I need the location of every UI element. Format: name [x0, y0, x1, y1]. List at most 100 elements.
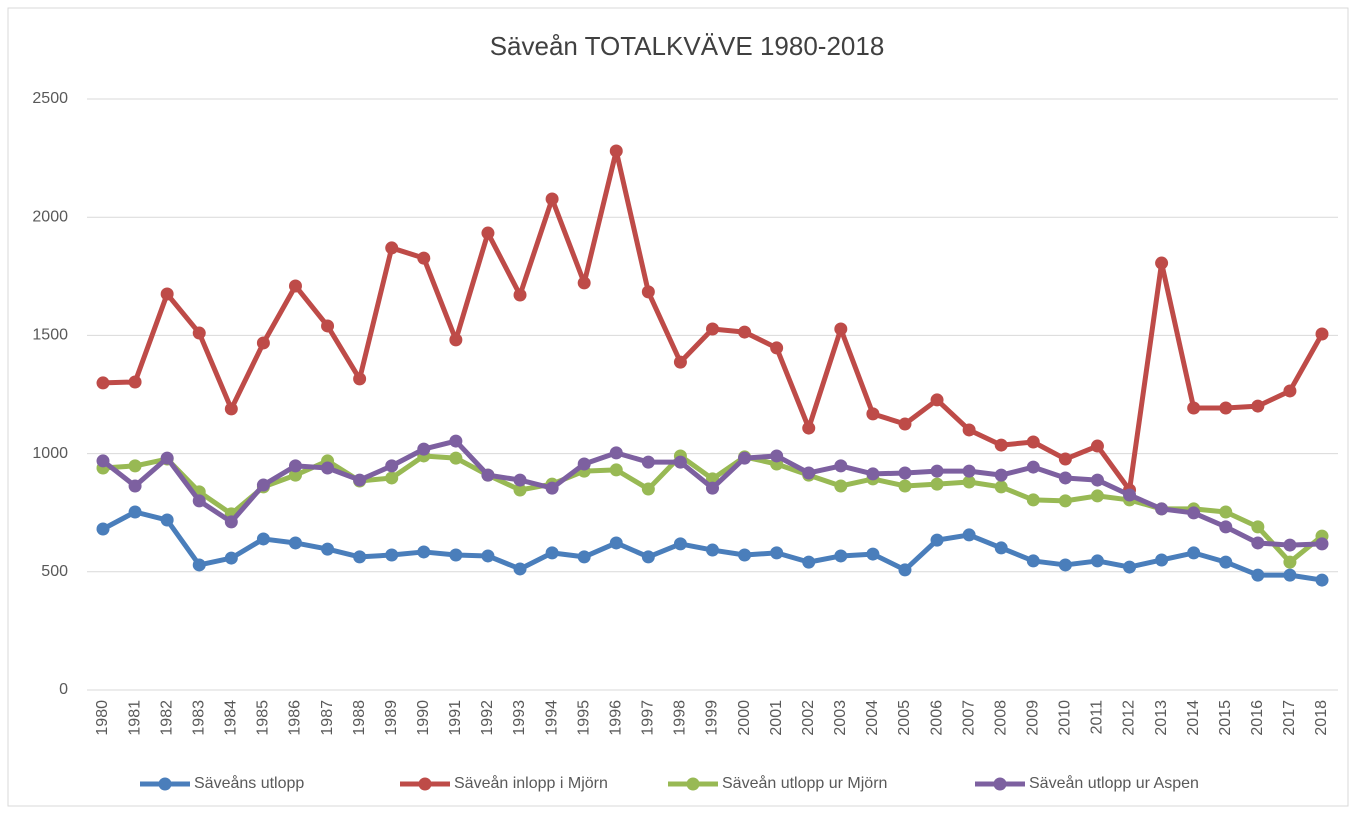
data-point	[930, 477, 944, 491]
x-tick-label: 1984	[223, 700, 240, 736]
data-point	[930, 533, 944, 547]
data-point	[962, 423, 976, 437]
x-tick-label: 2017	[1281, 700, 1298, 736]
legend-marker	[158, 777, 172, 791]
data-point	[706, 322, 719, 336]
data-point	[1283, 538, 1297, 552]
data-point	[834, 479, 848, 493]
data-point	[1058, 494, 1072, 508]
data-point	[288, 279, 302, 293]
data-point	[770, 449, 784, 463]
legend-label: Säveån utlopp ur Mjörn	[722, 774, 887, 792]
data-point	[1251, 568, 1265, 582]
data-point	[1090, 473, 1104, 487]
data-point	[738, 325, 752, 339]
data-point	[641, 285, 655, 299]
data-point	[1155, 256, 1169, 270]
x-tick-label: 2008	[992, 700, 1009, 736]
x-tick-label: 1998	[672, 700, 689, 736]
data-point	[673, 537, 687, 551]
data-point	[385, 459, 399, 473]
data-point	[449, 434, 463, 448]
data-point	[417, 251, 431, 265]
data-point	[449, 451, 463, 465]
data-point	[1187, 401, 1201, 415]
data-point	[962, 475, 976, 489]
data-point	[1026, 460, 1040, 474]
data-point	[802, 421, 816, 435]
data-point	[256, 336, 270, 350]
data-point	[1251, 536, 1265, 550]
legend-marker	[993, 777, 1007, 791]
x-tick-label: 1981	[126, 700, 143, 736]
data-point	[1315, 327, 1329, 341]
data-point	[385, 471, 399, 485]
chart-title: Säveån TOTALKVÄVE 1980-2018	[490, 31, 885, 61]
data-point	[288, 468, 302, 482]
data-point	[545, 192, 559, 206]
legend-marker	[686, 777, 700, 791]
data-point	[962, 528, 976, 542]
data-point	[321, 461, 335, 475]
data-point	[449, 548, 463, 562]
data-point	[930, 464, 944, 478]
data-point	[321, 542, 335, 556]
data-point	[1187, 546, 1201, 560]
data-point	[128, 479, 142, 493]
x-tick-label: 2010	[1057, 700, 1074, 736]
data-point	[192, 494, 206, 508]
legend-label: Säveåns utlopp	[194, 774, 304, 792]
data-point	[513, 483, 527, 497]
data-point	[513, 562, 527, 576]
data-point	[1283, 555, 1297, 569]
data-point	[706, 481, 719, 495]
x-tick-label: 1996	[607, 700, 624, 736]
data-point	[802, 555, 816, 569]
legend-marker	[418, 777, 432, 791]
data-point	[96, 454, 110, 468]
x-tick-label: 1987	[319, 700, 336, 736]
data-point	[1315, 537, 1329, 551]
data-point	[866, 547, 880, 561]
data-point	[385, 241, 399, 255]
data-point	[449, 333, 463, 347]
legend-label: Säveån inlopp i Mjörn	[454, 774, 608, 792]
data-point	[1090, 439, 1104, 453]
data-point	[128, 375, 142, 389]
data-point	[1283, 384, 1297, 398]
data-point	[160, 451, 174, 465]
data-point	[481, 549, 495, 563]
data-point	[609, 536, 623, 550]
data-point	[673, 455, 687, 469]
data-point	[770, 546, 784, 560]
data-point	[930, 393, 944, 407]
data-point	[802, 466, 816, 480]
data-point	[1155, 553, 1169, 567]
x-tick-label: 2003	[832, 700, 849, 736]
x-tick-label: 1989	[383, 700, 400, 736]
data-point	[192, 326, 206, 340]
data-point	[770, 341, 784, 355]
data-point	[994, 468, 1008, 482]
data-point	[256, 532, 270, 546]
x-tick-label: 2004	[864, 700, 881, 736]
x-tick-label: 2015	[1217, 700, 1234, 736]
data-point	[1219, 505, 1233, 519]
x-tick-label: 1994	[543, 700, 560, 736]
data-point	[994, 541, 1008, 555]
x-tick-label: 2018	[1313, 700, 1330, 736]
data-point	[321, 319, 335, 333]
data-point	[160, 513, 174, 527]
x-tick-label: 2007	[960, 700, 977, 736]
data-point	[834, 549, 848, 563]
data-point	[898, 417, 912, 431]
y-tick-label: 1500	[32, 327, 68, 344]
data-point	[1090, 489, 1104, 503]
data-point	[545, 546, 559, 560]
x-tick-label: 2002	[800, 700, 817, 736]
x-tick-label: 2011	[1089, 700, 1106, 735]
data-point	[738, 451, 752, 465]
x-tick-label: 1990	[415, 700, 432, 736]
data-point	[1026, 435, 1040, 449]
